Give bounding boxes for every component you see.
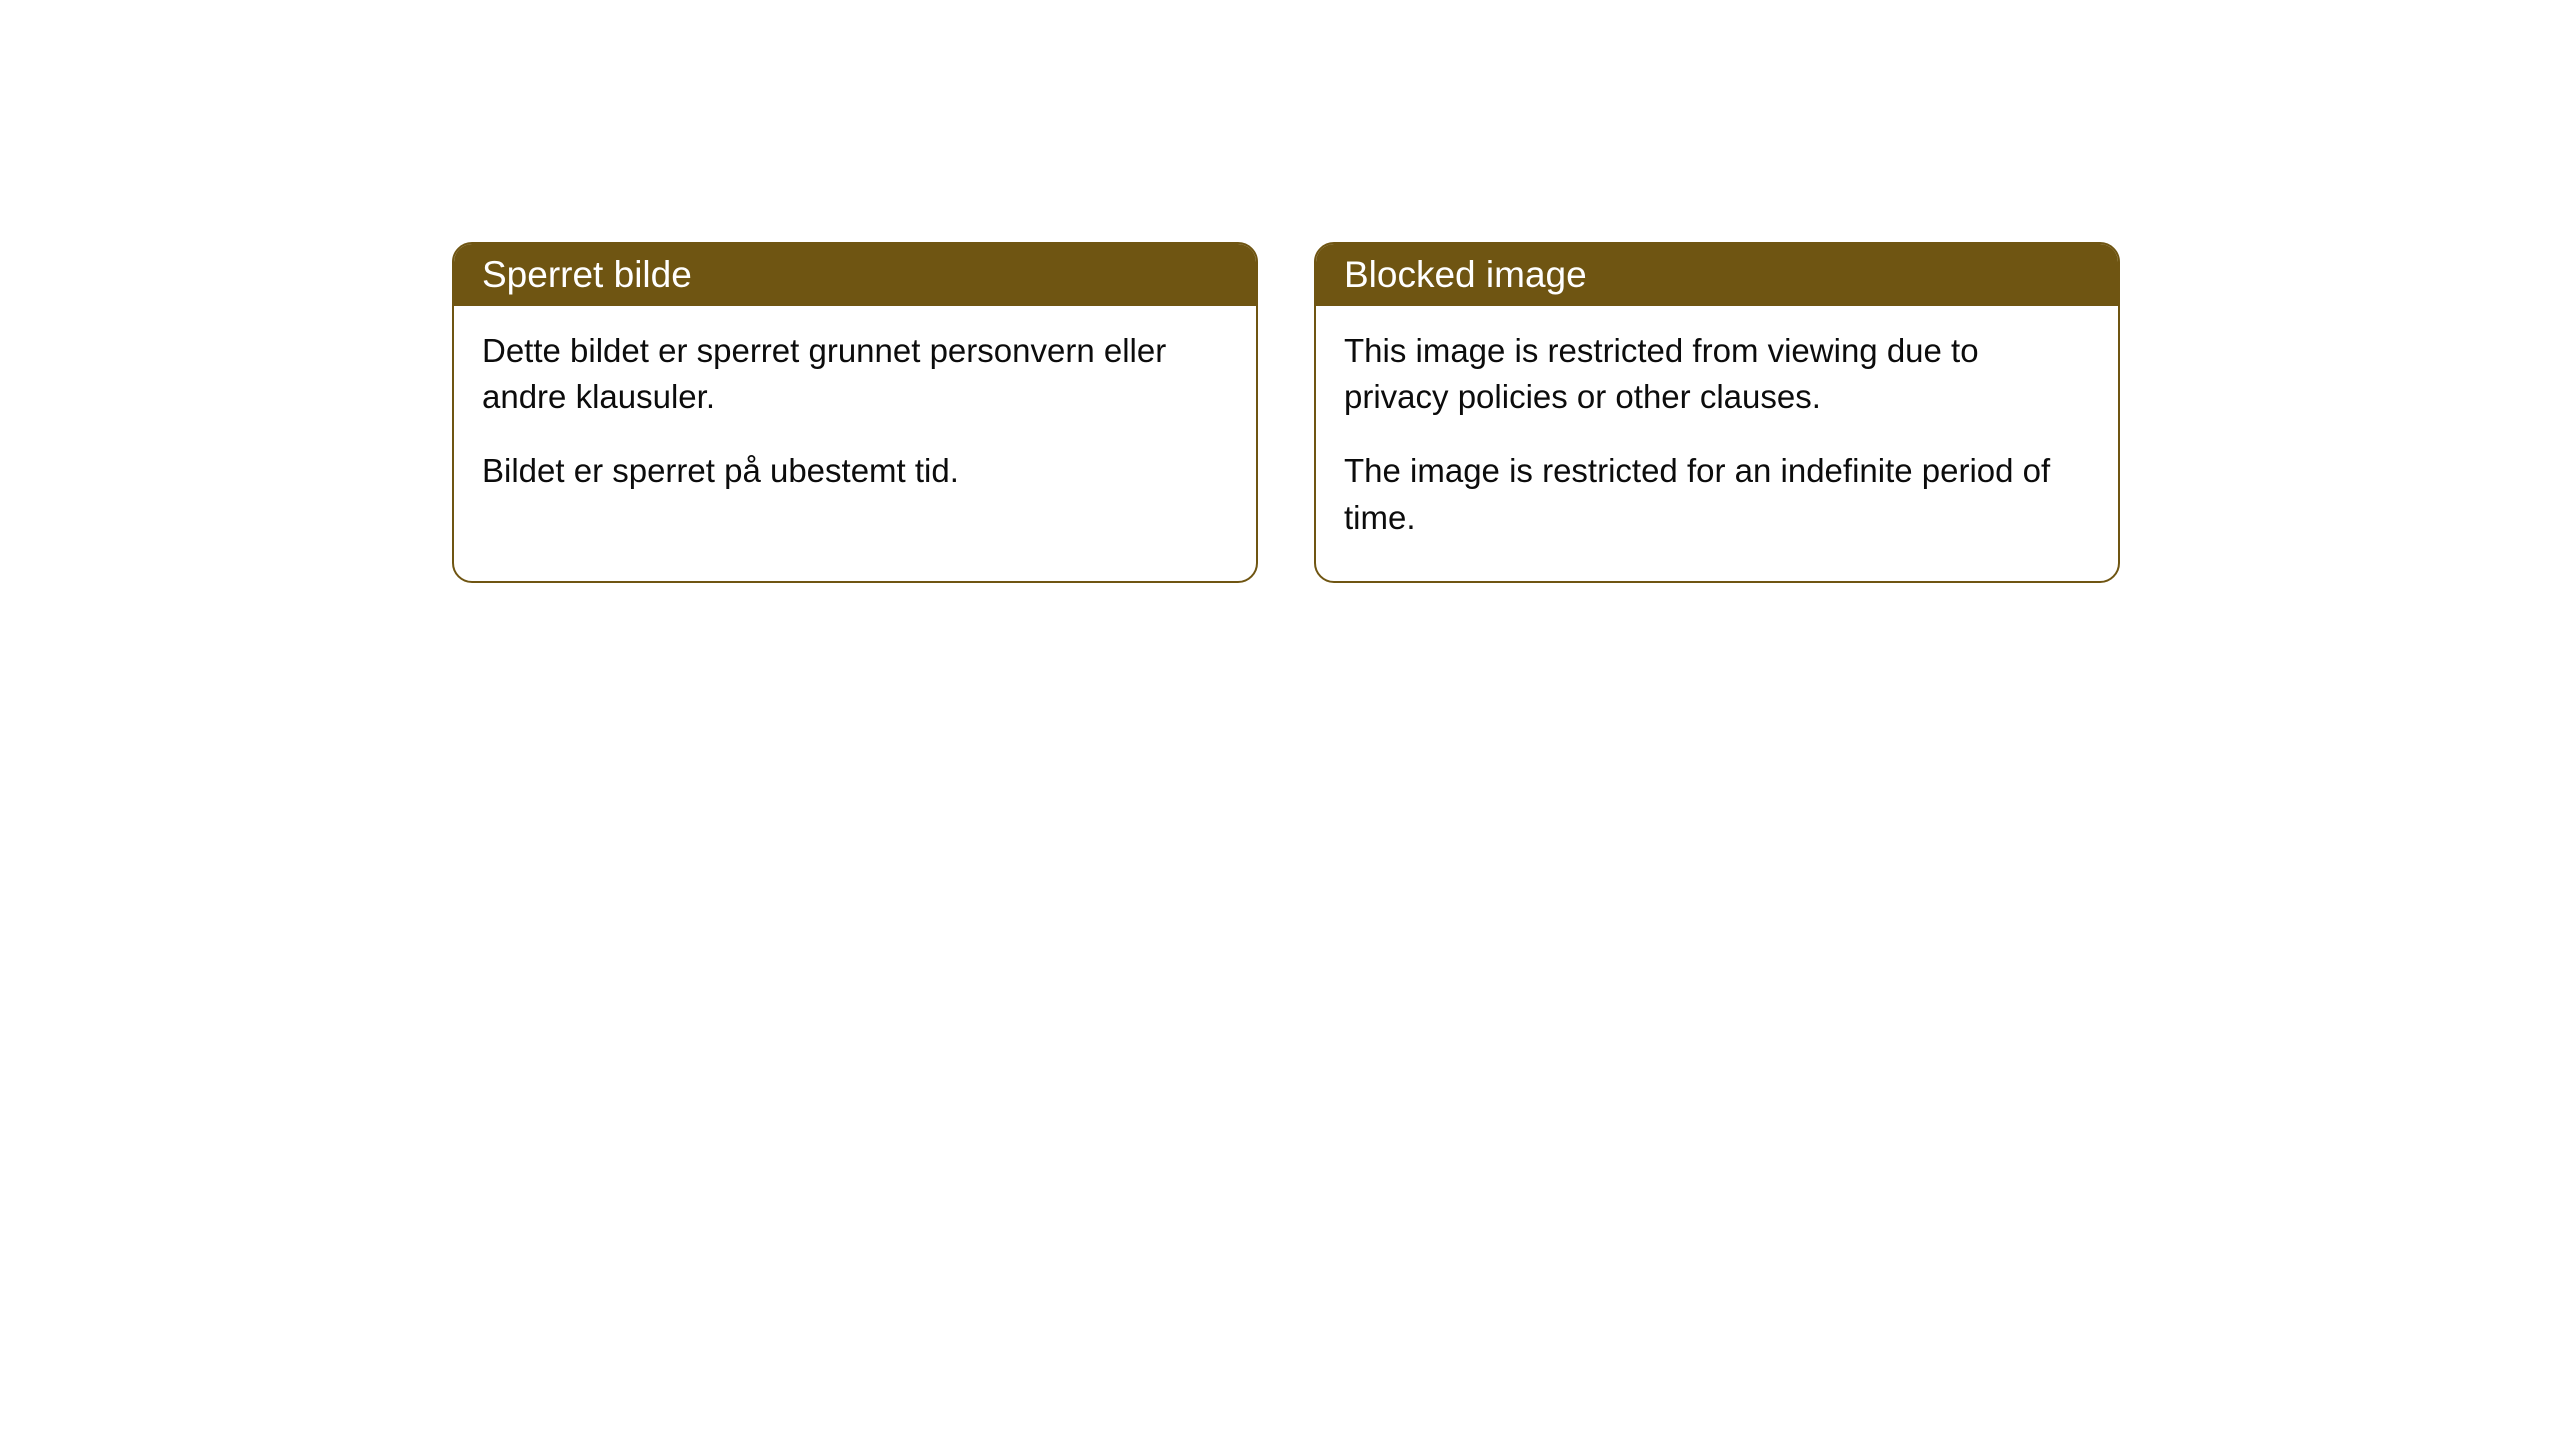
card-paragraph-1-en: This image is restricted from viewing du… (1344, 328, 2090, 420)
card-title-en: Blocked image (1344, 254, 1587, 295)
blocked-image-card-en: Blocked image This image is restricted f… (1314, 242, 2120, 583)
card-paragraph-2-no: Bildet er sperret på ubestemt tid. (482, 448, 1228, 494)
notice-cards-container: Sperret bilde Dette bildet er sperret gr… (452, 242, 2120, 583)
card-paragraph-1-no: Dette bildet er sperret grunnet personve… (482, 328, 1228, 420)
card-body-no: Dette bildet er sperret grunnet personve… (454, 306, 1256, 535)
blocked-image-card-no: Sperret bilde Dette bildet er sperret gr… (452, 242, 1258, 583)
card-header-no: Sperret bilde (454, 244, 1256, 306)
card-title-no: Sperret bilde (482, 254, 692, 295)
card-body-en: This image is restricted from viewing du… (1316, 306, 2118, 581)
card-header-en: Blocked image (1316, 244, 2118, 306)
card-paragraph-2-en: The image is restricted for an indefinit… (1344, 448, 2090, 540)
